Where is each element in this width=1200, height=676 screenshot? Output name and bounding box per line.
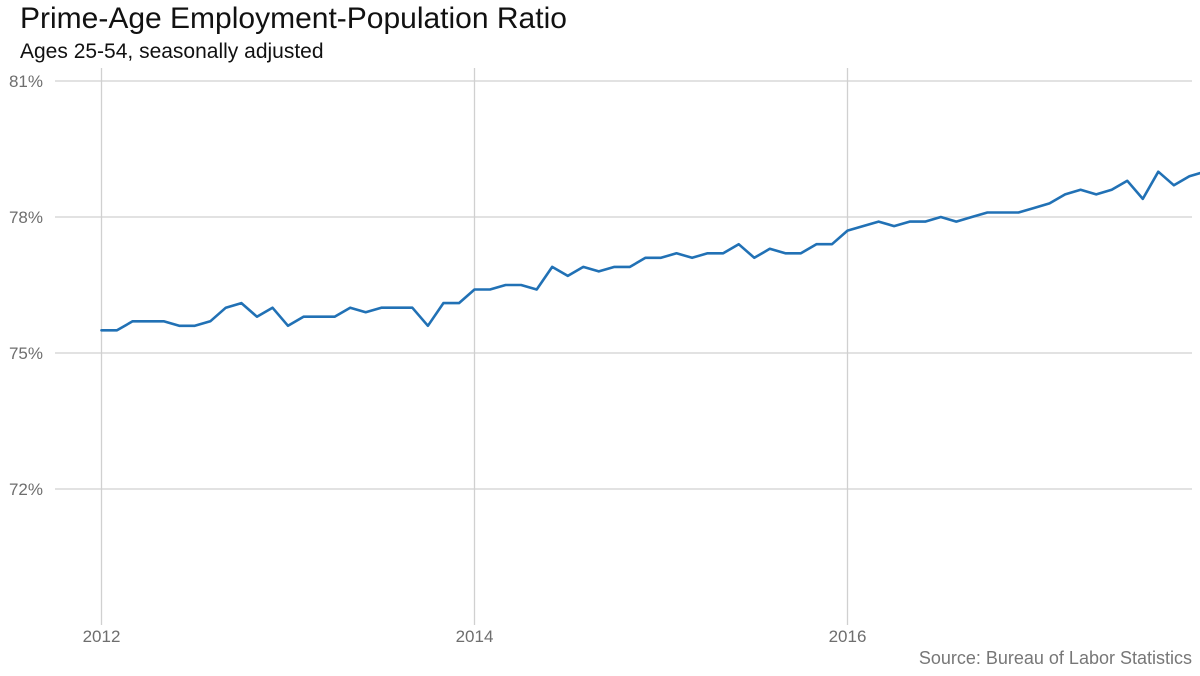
x-axis-labels: 201220142016201820202022 <box>83 627 867 646</box>
y-axis-labels: 72% 75% 78% 81% <box>9 72 43 499</box>
series-layer <box>100 170 1200 332</box>
y-tick-label: 75% <box>9 344 43 363</box>
x-tick-label: 2014 <box>456 627 494 646</box>
y-gridlines <box>55 80 1192 490</box>
chart-title: Prime-Age Employment-Population Ratio <box>20 2 567 35</box>
x-gridlines <box>100 68 849 625</box>
y-tick-label: 81% <box>9 72 43 91</box>
y-tick-label: 78% <box>9 208 43 227</box>
source-note: Source: Bureau of Labor Statistics <box>918 648 1192 668</box>
series-line <box>100 170 1200 332</box>
x-tick-label: 2016 <box>829 627 867 646</box>
y-tick-label: 72% <box>9 480 43 499</box>
x-tick-label: 2012 <box>83 627 121 646</box>
chart-subtitle: Ages 25-54, seasonally adjusted <box>20 40 324 63</box>
